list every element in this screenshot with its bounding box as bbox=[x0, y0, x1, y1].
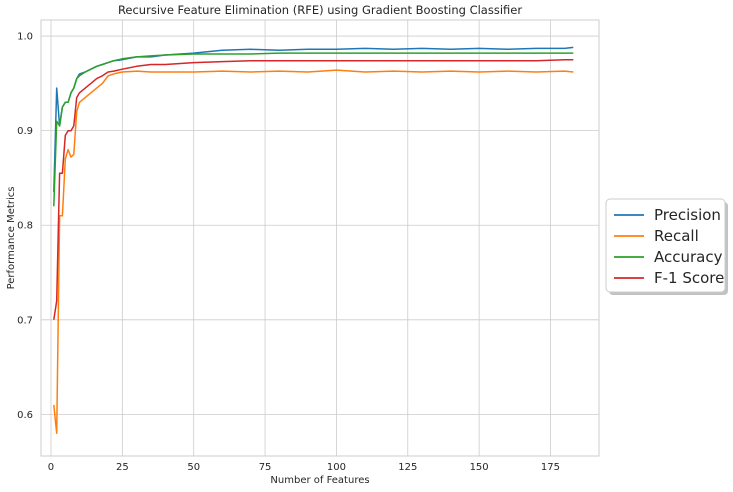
y-tick-label: 1.0 bbox=[17, 32, 33, 43]
legend-label-accuracy: Accuracy bbox=[654, 248, 723, 266]
x-tick-label: 150 bbox=[470, 462, 489, 473]
legend-label-recall: Recall bbox=[654, 227, 699, 245]
x-tick-label: 125 bbox=[398, 462, 417, 473]
legend-box bbox=[605, 198, 726, 293]
y-tick-label: 0.7 bbox=[17, 315, 33, 326]
x-tick-label: 0 bbox=[48, 462, 54, 473]
series-line-f-1-score bbox=[53, 58, 574, 320]
x-tick-label: 75 bbox=[259, 462, 272, 473]
x-axis-label: Number of Features bbox=[270, 475, 369, 486]
y-tick-label: 0.9 bbox=[17, 126, 33, 137]
x-tick-label: 100 bbox=[327, 462, 346, 473]
x-tick-label: 25 bbox=[116, 462, 129, 473]
y-tick-label: 0.8 bbox=[17, 221, 33, 232]
legend-label-f-1-score: F-1 Score bbox=[654, 269, 724, 287]
plot-background bbox=[41, 20, 599, 456]
plot-area: 0 25 50 75 100 125 150 175 0.6 0.7 0.8 0.9 1.0 bbox=[17, 19, 600, 473]
x-tick-label: 50 bbox=[187, 462, 200, 473]
x-tick-label: 175 bbox=[541, 462, 560, 473]
legend: Precision Recall Accuracy F-1 Score bbox=[605, 198, 728, 295]
chart-title: Recursive Feature Elimination (RFE) usin… bbox=[118, 3, 522, 17]
y-axis-label: Performance Metrics bbox=[6, 187, 17, 290]
series-line-recall bbox=[53, 69, 574, 435]
y-tick-label: 0.6 bbox=[17, 410, 33, 421]
series-line-accuracy bbox=[53, 52, 574, 207]
plot-frame bbox=[40, 19, 600, 457]
legend-label-precision: Precision bbox=[654, 206, 721, 224]
